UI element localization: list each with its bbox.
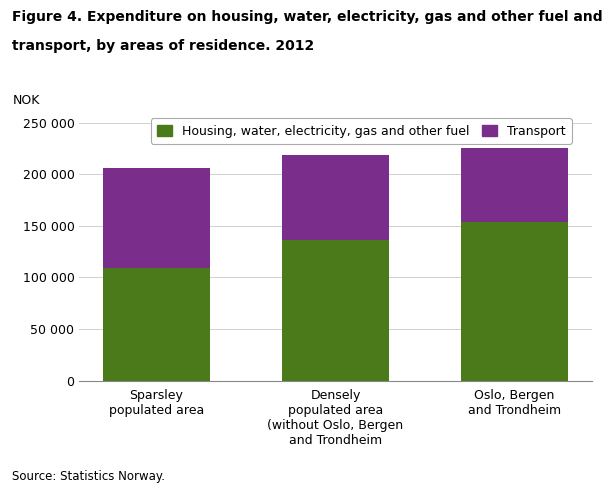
Legend: Housing, water, electricity, gas and other fuel, Transport: Housing, water, electricity, gas and oth…	[151, 119, 572, 144]
Bar	[461, 148, 569, 222]
Text: transport, by areas of residence. 2012: transport, by areas of residence. 2012	[12, 39, 314, 53]
Text: Figure 4. Expenditure on housing, water, electricity, gas and other fuel and: Figure 4. Expenditure on housing, water,…	[12, 10, 603, 24]
Bar	[461, 222, 569, 381]
Text: NOK: NOK	[13, 94, 40, 107]
Bar	[102, 168, 210, 268]
Bar	[102, 268, 210, 381]
Text: Source: Statistics Norway.: Source: Statistics Norway.	[12, 470, 165, 483]
Bar	[282, 240, 389, 381]
Bar	[282, 155, 389, 240]
